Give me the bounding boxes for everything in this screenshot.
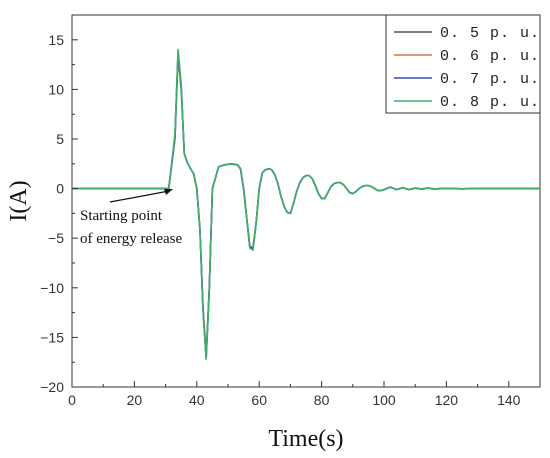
annotation-arrowhead	[164, 189, 173, 195]
annotation-line-1: Starting point	[80, 208, 163, 224]
y-tick-label: 10	[48, 81, 64, 97]
ticks-layer: 0 20 40 60 80 100 120 140 −20 −15 −10 −5 0 5 10 15	[40, 32, 520, 408]
y-tick-label: 5	[56, 131, 64, 147]
series-layer	[72, 48, 540, 361]
legend-label-4: 0. 8 p. u.	[440, 94, 540, 111]
y-tick-label: 0	[56, 181, 64, 197]
x-tick-label: 40	[189, 392, 205, 408]
annotation-line-2: of energy release	[80, 231, 183, 247]
legend-label-2: 0. 6 p. u.	[440, 48, 540, 65]
x-tick-label: 0	[68, 392, 76, 408]
x-tick-label: 100	[372, 392, 396, 408]
x-axis-title: Time(s)	[268, 426, 343, 452]
y-tick-label: −20	[40, 379, 64, 395]
y-axis-title: I(A)	[6, 180, 32, 221]
x-tick-label: 80	[314, 392, 330, 408]
series-line-4	[72, 48, 540, 361]
y-tick-label: 15	[48, 32, 64, 48]
y-tick-label: −5	[48, 230, 64, 246]
x-tick-label: 120	[435, 392, 459, 408]
plot-frame	[71, 14, 541, 388]
y-tick-label: −15	[40, 329, 64, 345]
legend-label-3: 0. 7 p. u.	[440, 71, 540, 88]
annotation: Starting point of energy release	[80, 189, 183, 247]
x-tick-label: 140	[497, 392, 521, 408]
y-tick-label: −10	[40, 280, 64, 296]
x-tick-label: 60	[251, 392, 267, 408]
legend: 0. 5 p. u. 0. 6 p. u. 0. 7 p. u. 0. 8 p. u.	[385, 14, 541, 114]
legend-label-1: 0. 5 p. u.	[440, 25, 540, 42]
x-tick-label: 20	[127, 392, 143, 408]
annotation-arrow-line	[109, 190, 170, 203]
